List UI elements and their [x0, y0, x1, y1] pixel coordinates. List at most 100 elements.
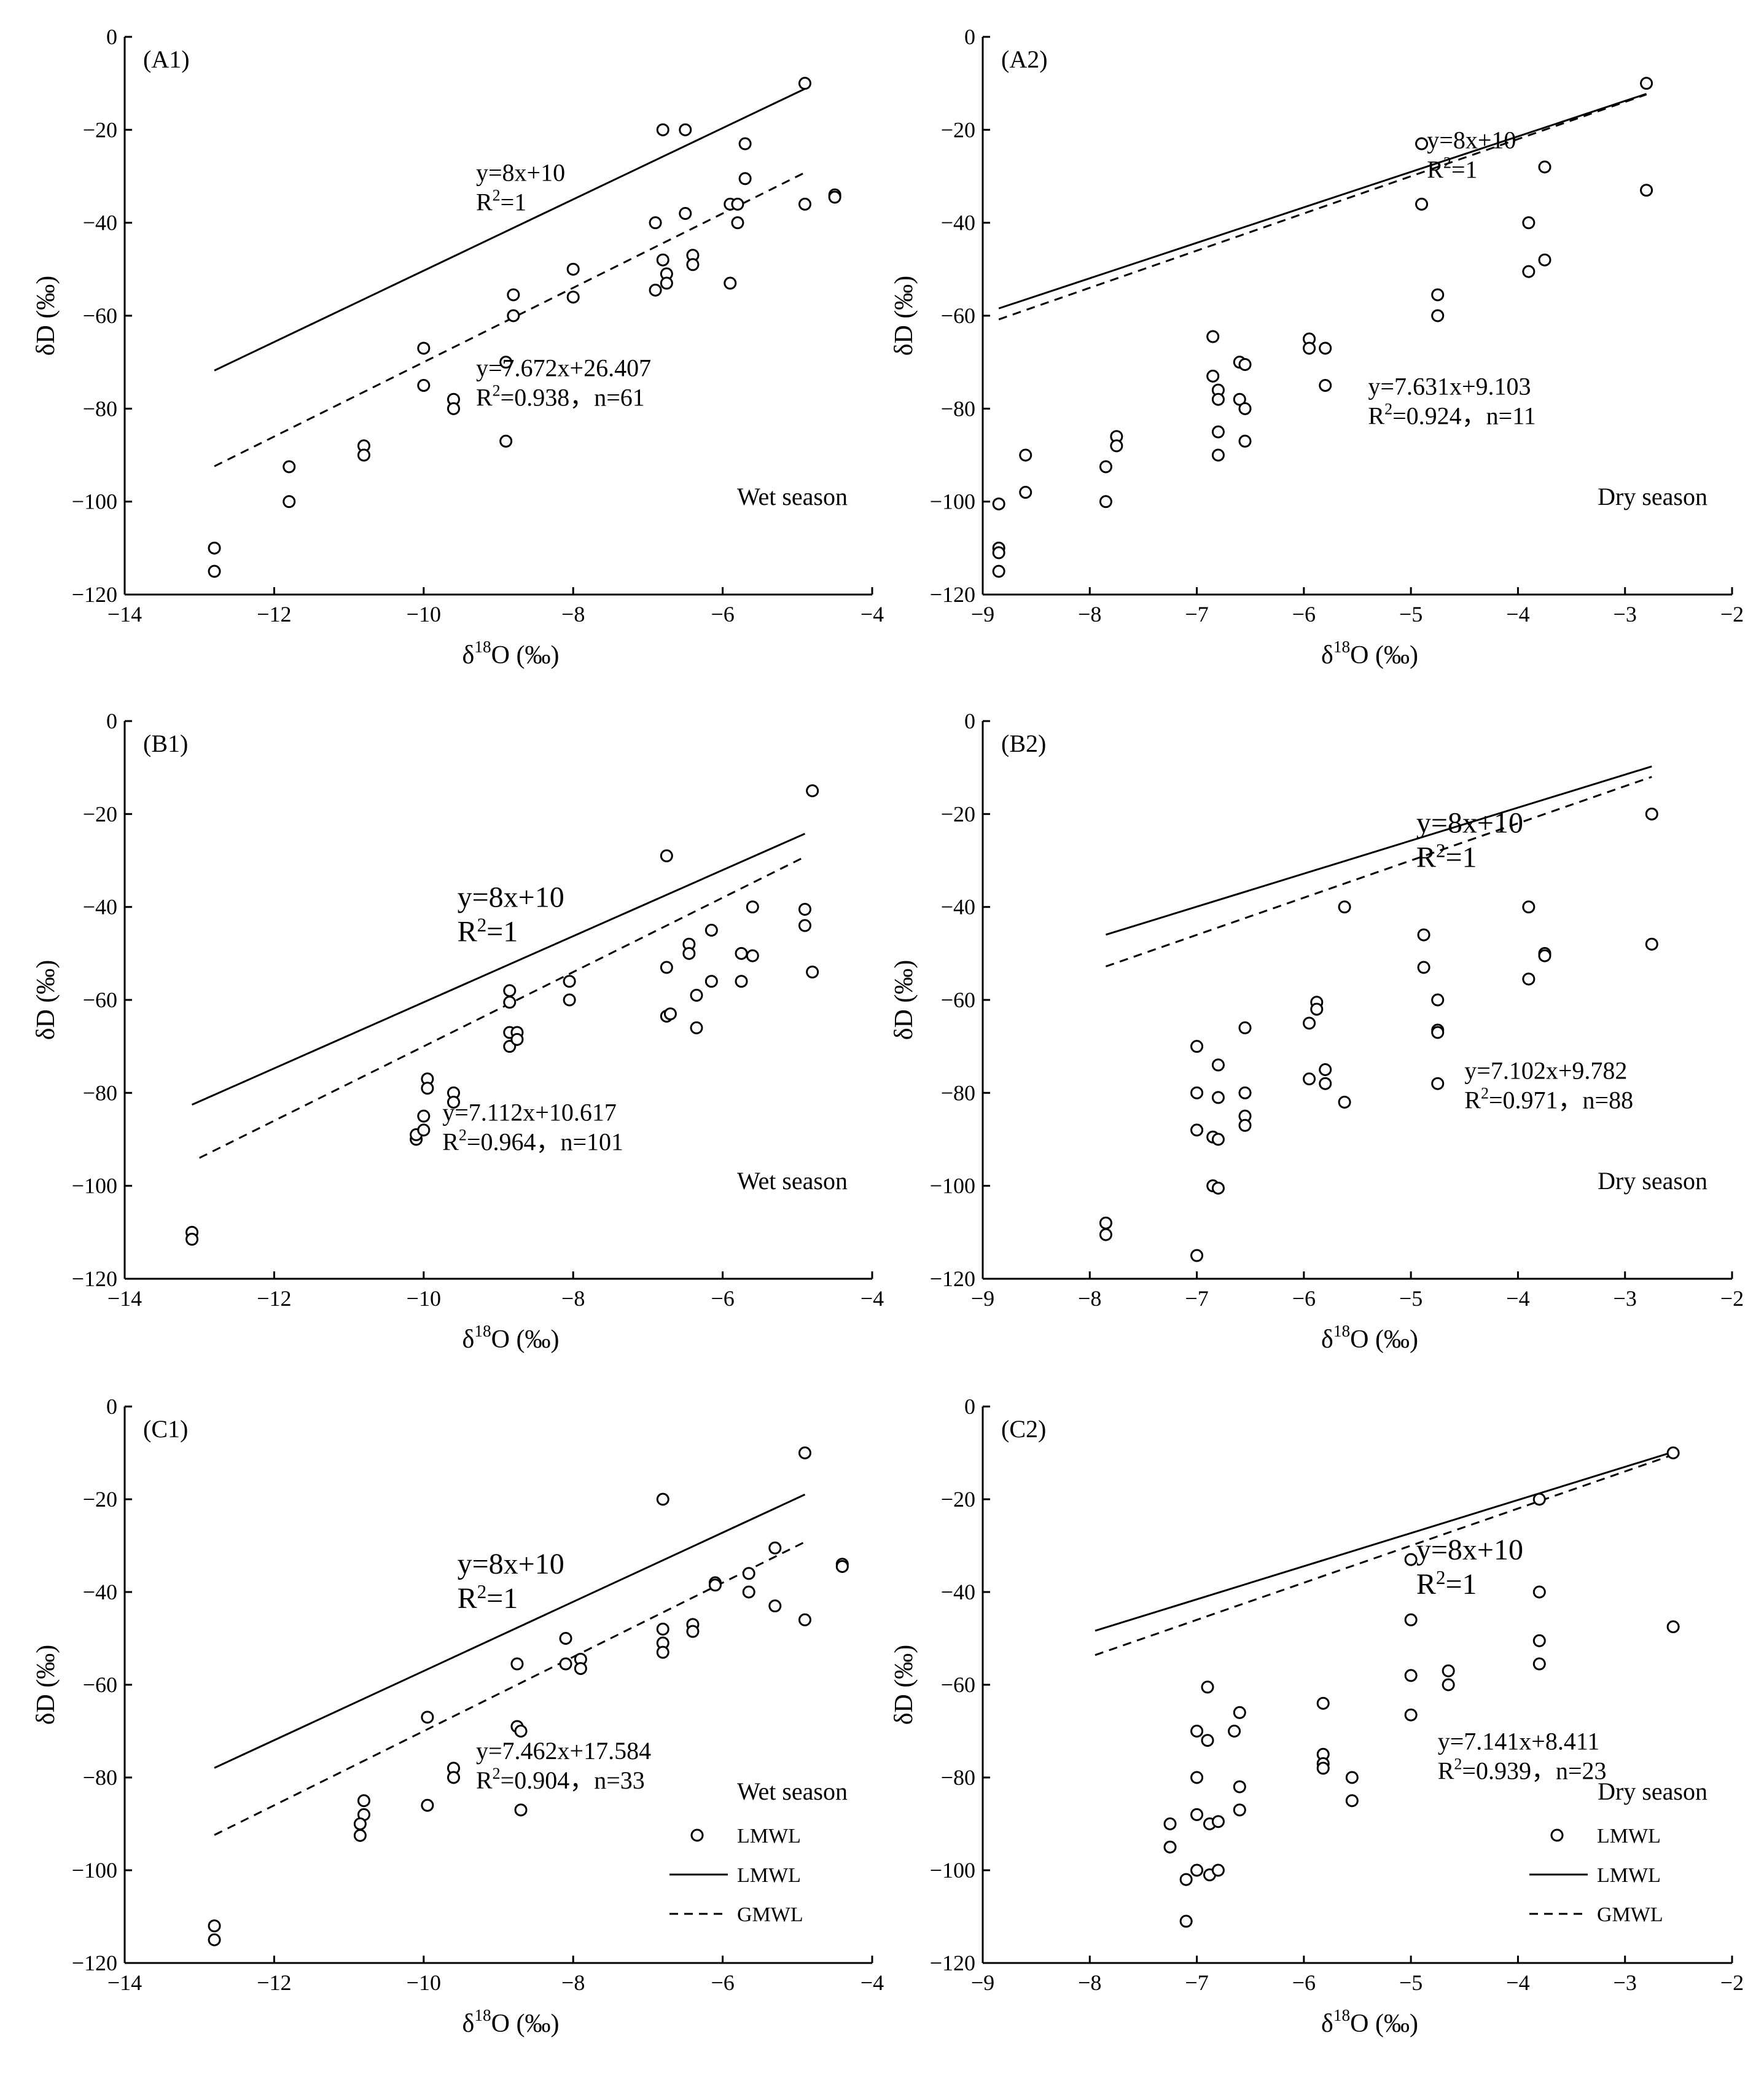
x-tick-label: −3 — [1614, 1970, 1637, 1995]
data-point — [656, 1493, 669, 1506]
data-point — [1538, 949, 1551, 962]
x-tick-label: −3 — [1614, 1286, 1637, 1311]
data-point — [1404, 1669, 1418, 1682]
data-point — [507, 309, 520, 322]
data-point — [1233, 392, 1246, 406]
legend: LMWL LMWL GMWL — [1529, 1825, 1663, 1926]
legend-label: LMWL — [737, 1864, 801, 1887]
data-point — [1179, 1914, 1193, 1928]
data-point — [1316, 1762, 1330, 1775]
season-label: Wet season — [737, 1777, 848, 1805]
data-point — [690, 988, 703, 1002]
data-point — [507, 288, 520, 302]
panel-a1: 0 −20 −40 −60 −80 −100 −120−14 −12 −10 −8 −6 −4 δ18O… — [32, 25, 884, 669]
data-point — [1431, 288, 1445, 302]
panel-a2: 0 −20 −40 −60 −80 −100 −120−9 −8 −7 −6 −5 −4 −3 −2 δ18… — [890, 25, 1744, 669]
gmwl-r2: R2=1 — [1416, 840, 1477, 874]
data-point — [357, 1794, 370, 1808]
season-label: Dry season — [1598, 1167, 1707, 1195]
x-tick-label: −12 — [257, 1286, 291, 1311]
y-tick-label: −20 — [83, 1487, 117, 1512]
x-tick-label: −10 — [407, 1970, 441, 1995]
data-point — [1190, 1725, 1204, 1738]
lmwl-line — [1095, 1451, 1674, 1632]
y-tick-label: −100 — [72, 1174, 117, 1198]
y-tick-label: 0 — [964, 25, 975, 49]
x-tick-label: −7 — [1185, 602, 1208, 626]
data-point — [1190, 1863, 1204, 1877]
panel-label: (A1) — [143, 45, 190, 73]
data-point — [1238, 1021, 1252, 1034]
panel-c2: 0 −20 −40 −60 −80 −100 −120−9 −8 −7 −6 −5 −4 −3 −2 δ18… — [890, 1394, 1744, 2038]
x-tick-label: −12 — [257, 1970, 291, 1995]
gmwl-line — [214, 1541, 806, 1836]
data-point — [499, 434, 513, 448]
x-tick-label: −4 — [861, 602, 884, 626]
data-point — [566, 262, 580, 276]
data-point — [1303, 341, 1316, 355]
data-point — [660, 849, 673, 862]
data-point — [1238, 434, 1252, 448]
y-tick-label: −60 — [941, 303, 975, 328]
data-point — [1522, 216, 1536, 230]
x-tick-label: −9 — [971, 1970, 994, 1995]
lmwl-line — [1105, 765, 1652, 936]
lmwl-r2: R2=0.964，n=101 — [442, 1126, 623, 1156]
x-tick-label: −8 — [561, 1286, 585, 1311]
x-tick-label: −7 — [1185, 1970, 1208, 1995]
data-point — [421, 1711, 434, 1724]
data-point — [510, 1032, 524, 1046]
x-tick-label: −5 — [1399, 1970, 1423, 1995]
data-point — [1415, 197, 1429, 211]
data-point — [735, 975, 748, 988]
data-point — [1211, 392, 1225, 406]
x-tick-label: −8 — [1078, 1970, 1101, 1995]
data-point — [1019, 486, 1032, 499]
data-point — [357, 448, 370, 462]
data-point — [563, 993, 576, 1007]
data-point — [731, 216, 744, 230]
y-tick-label: −20 — [941, 802, 975, 826]
data-point — [208, 1919, 221, 1933]
data-point — [1532, 1657, 1546, 1671]
panel-label: (C1) — [143, 1415, 188, 1443]
data-point — [1645, 937, 1658, 951]
data-point — [1345, 1794, 1359, 1808]
data-point — [1233, 1706, 1246, 1719]
y-tick-label: −40 — [83, 211, 117, 235]
lmwl-equation: y=7.462x+17.584 — [476, 1737, 651, 1765]
data-point — [1211, 425, 1225, 439]
legend-marker — [690, 1828, 704, 1842]
y-tick-label: 0 — [964, 709, 975, 733]
x-tick-label: −14 — [107, 602, 142, 626]
data-point — [417, 341, 431, 355]
y-tick-label: −60 — [83, 1672, 117, 1697]
data-point — [1206, 369, 1220, 383]
x-tick-label: −6 — [711, 602, 734, 626]
data-point — [835, 1559, 849, 1573]
data-point — [1238, 1086, 1252, 1099]
data-point — [447, 402, 460, 415]
data-point — [1190, 1249, 1204, 1262]
data-point — [746, 900, 759, 914]
data-point — [1190, 1123, 1204, 1137]
panel-c1: 0 −20 −40 −60 −80 −100 −120−14 −12 −10 −8 −6 −4 δ18O… — [32, 1394, 884, 2038]
y-tick-label: −60 — [83, 303, 117, 328]
data-point — [559, 1657, 572, 1671]
legend-label: GMWL — [737, 1903, 803, 1926]
y-tick-label: 0 — [106, 709, 117, 733]
y-tick-label: −40 — [83, 1580, 117, 1604]
data-point — [1310, 1002, 1324, 1016]
data-point — [447, 1771, 460, 1784]
data-point — [1211, 1181, 1225, 1195]
season-label: Dry season — [1598, 1777, 1707, 1805]
data-point — [1442, 1664, 1455, 1677]
data-point — [566, 291, 580, 304]
lmwl-equation: y=7.112x+10.617 — [442, 1099, 617, 1126]
data-point — [656, 123, 669, 136]
legend-marker — [1550, 1828, 1564, 1842]
data-point — [1522, 265, 1536, 278]
lmwl-r2: R2=0.939，n=23 — [1438, 1755, 1607, 1785]
data-point — [1319, 1077, 1332, 1090]
data-point — [1338, 1095, 1351, 1109]
